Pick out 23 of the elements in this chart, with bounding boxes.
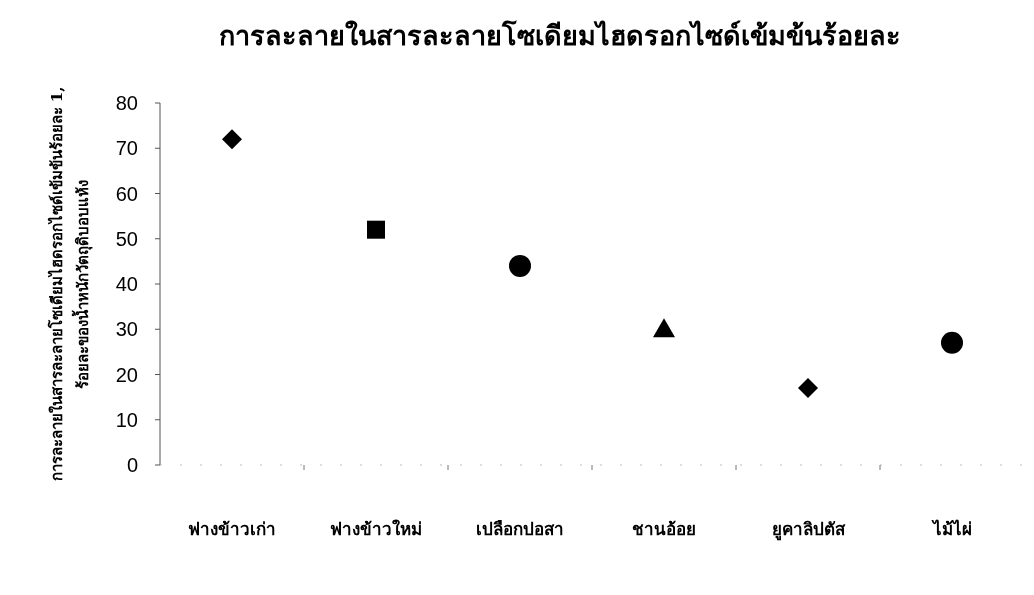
x-tick-label: ฟางข้าวใหม่ [330, 519, 422, 539]
point [509, 254, 531, 277]
point [367, 220, 385, 239]
y-tick-label: 30 [115, 318, 138, 341]
y-tick-label: 0 [126, 454, 138, 476]
point [222, 129, 242, 150]
x-tick-label: ฟางข้าวเก่า [188, 519, 276, 539]
x-tick-label: ชานอ้อย [632, 519, 696, 539]
y-tick-label: 40 [115, 273, 138, 295]
y-tick-label: 10 [115, 408, 138, 431]
point [653, 318, 675, 338]
chart-title: การละลายในสารละลายโซเดียมไฮดรอกไซด์เข้มข้นร้อยละ [219, 19, 901, 51]
point [941, 331, 963, 354]
y-axis-title: การละลายในสารละลายโซเดียมไฮดรอกไซด์เข้มข้นร้อยละ 1, ร้อยละของน้ำหนักวัตถุดิบอบแห้ง [47, 86, 93, 482]
x-tick-label: เปลือกปอสา [476, 519, 564, 539]
x-tick-label: ไม้ไผ่ [930, 519, 972, 539]
y-tick-label: 60 [115, 182, 138, 205]
y-tick-label: 50 [115, 227, 138, 250]
point [798, 378, 818, 399]
y-tick-label: 20 [115, 363, 138, 386]
y-tick-label: 70 [115, 137, 138, 160]
x-tick-label: ยูคาลิปตัส [771, 519, 846, 541]
y-tick-label: 80 [115, 92, 138, 114]
